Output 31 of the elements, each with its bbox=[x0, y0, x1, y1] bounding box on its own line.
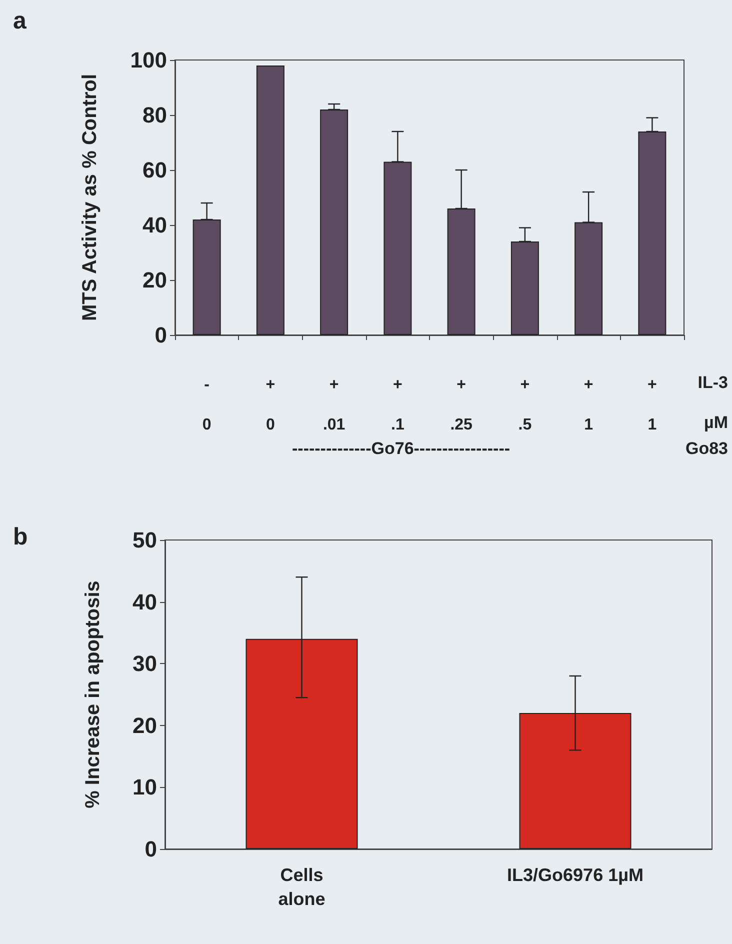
y-tick-label: 60 bbox=[142, 158, 167, 182]
y-tick-label: 20 bbox=[132, 712, 157, 738]
y-tick-label: 0 bbox=[154, 322, 167, 348]
bar bbox=[256, 66, 284, 335]
category-label: + .5 bbox=[518, 376, 532, 434]
category-label: + 1 bbox=[584, 376, 594, 434]
y-tick-label: 80 bbox=[142, 102, 167, 128]
category-label: - 0 bbox=[202, 376, 212, 434]
y-tick-label: 50 bbox=[132, 528, 157, 552]
x-tick-label: Cells alone bbox=[278, 865, 326, 909]
category-label: + .01 bbox=[322, 376, 346, 434]
text: µM bbox=[704, 413, 728, 432]
text: --------------Go76----------------- bbox=[292, 439, 510, 458]
x-tick-label: IL3/Go6976 1µM bbox=[507, 865, 644, 885]
y-tick-label: 100 bbox=[130, 48, 167, 72]
category-label: + .1 bbox=[391, 376, 404, 434]
y-axis-title: % Increase in apoptosis bbox=[82, 580, 104, 808]
y-tick-label: 10 bbox=[132, 774, 157, 800]
category-label: + 0 bbox=[266, 376, 276, 434]
text: Go83 bbox=[685, 439, 728, 458]
y-tick-label: 0 bbox=[144, 836, 157, 862]
y-tick-label: 40 bbox=[142, 212, 167, 238]
y-tick-label: 20 bbox=[142, 268, 167, 292]
y-axis-title: MTS Activity as % Control bbox=[79, 74, 101, 322]
text: IL-3 bbox=[698, 373, 728, 392]
category-label: + .25 bbox=[450, 376, 472, 434]
category-label: + 1 bbox=[648, 376, 657, 434]
y-tick-label: 40 bbox=[132, 589, 157, 614]
chart-title: a bbox=[13, 8, 27, 34]
y-tick-label: 30 bbox=[132, 651, 157, 676]
chart-title: b bbox=[13, 524, 28, 550]
